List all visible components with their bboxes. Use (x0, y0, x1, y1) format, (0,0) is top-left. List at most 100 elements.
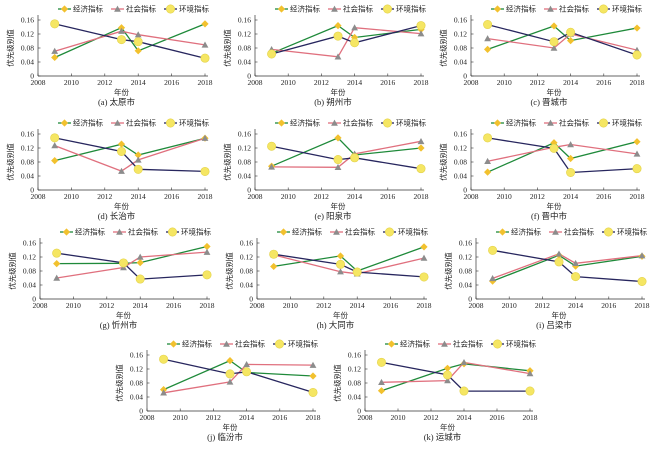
data-point-environment (333, 31, 343, 41)
panel-caption: (g) 忻州市 (100, 320, 138, 330)
series-markers-environment (52, 248, 212, 284)
x-tick-label: 2014 (131, 192, 146, 201)
legend-item-social: 社会指标 (330, 227, 375, 237)
legend-item-environment: 环境指标 (602, 227, 647, 237)
data-point-economic (136, 259, 144, 267)
series-line-social (487, 33, 638, 51)
legend-item-social: 社会指标 (328, 118, 373, 128)
legend-item-social: 社会指标 (111, 4, 156, 14)
y-tick-label: 0.16 (348, 351, 361, 360)
y-tick-label: 0.08 (130, 379, 143, 388)
data-point-environment (442, 370, 452, 380)
data-point-economic (484, 45, 492, 53)
y-tick-label: 0.12 (454, 30, 467, 39)
y-tick-label: 0.16 (23, 239, 36, 248)
x-tick-label: 2014 (347, 78, 362, 87)
y-tick-label: 0.04 (238, 58, 251, 67)
series-markers-environment (488, 245, 647, 286)
chart-panel-k: 2008 2010 2012 2014 2016 2018 0 0.04 0.08 0.12 0.1… (332, 339, 538, 442)
x-axis-title: 年份 (552, 310, 567, 320)
series-line-social (273, 254, 425, 275)
legend-label: 环境指标 (396, 118, 426, 128)
x-tick-label: 2018 (414, 78, 429, 87)
x-tick-label: 2014 (563, 192, 578, 201)
y-tick-label: 0 (139, 407, 143, 416)
data-point-economic (134, 47, 142, 55)
y-tick-label: 0.16 (240, 239, 253, 248)
legend-marker-circle-icon (166, 118, 176, 128)
y-tick-label: 0 (247, 72, 251, 81)
series-line-environment (273, 253, 425, 278)
series-economic (271, 137, 422, 167)
legend-item-economic: 经济指标 (491, 4, 536, 14)
x-tick-label: 2018 (417, 301, 432, 310)
x-axis-title: 年份 (114, 201, 129, 211)
data-point-economic (53, 260, 61, 268)
x-tick-label: 2014 (239, 413, 254, 422)
x-tick-label: 2018 (635, 301, 650, 310)
legend-item-environment: 环境指标 (381, 4, 426, 14)
data-point-social (51, 142, 59, 149)
series-line-economic (54, 23, 206, 59)
series-environment (273, 253, 425, 278)
x-tick-label: 2012 (424, 413, 439, 422)
data-point-environment (632, 50, 642, 60)
legend-label: 经济指标 (400, 339, 430, 349)
series-markers-economic (270, 243, 428, 275)
legend-marker-diamond-icon (279, 228, 288, 236)
y-tick-label: 0.08 (238, 158, 251, 167)
legend-item-economic: 经济指标 (58, 118, 103, 128)
y-tick-label: 0 (357, 407, 361, 416)
data-point-economic (484, 168, 492, 176)
series-markers-environment (50, 133, 210, 176)
y-axis-title: 优先级别值 (224, 252, 234, 290)
y-tick-label: 0.16 (454, 130, 467, 139)
data-point-social (134, 31, 142, 38)
y-tick-label: 0.04 (21, 58, 34, 67)
data-point-economic (51, 157, 59, 165)
series-line-environment (56, 252, 208, 280)
y-tick-label: 0.08 (454, 158, 467, 167)
x-tick-label: 2016 (490, 413, 505, 422)
y-tick-label: 0.12 (21, 144, 34, 153)
x-tick-label: 2016 (596, 192, 611, 201)
series-line-social (492, 253, 643, 280)
x-tick-label: 2010 (497, 78, 512, 87)
data-point-environment (554, 257, 564, 267)
series-line-economic (56, 245, 208, 265)
x-axis-title: 年份 (547, 201, 562, 211)
x-tick-label: 2018 (630, 192, 645, 201)
legend-label: 社会指标 (453, 339, 483, 349)
x-axis-title: 年份 (331, 201, 346, 211)
legend-item-environment: 环境指标 (164, 4, 209, 14)
y-tick-label: 0.04 (21, 172, 34, 181)
data-point-environment (376, 357, 386, 367)
data-point-economic (351, 33, 359, 42)
x-tick-label: 2008 (358, 413, 373, 422)
x-tick-label: 2018 (198, 78, 213, 87)
legend-label: 经济指标 (506, 4, 536, 14)
data-point-economic (134, 151, 142, 159)
y-tick-label: 0.12 (21, 30, 34, 39)
x-tick-label: 2016 (164, 78, 179, 87)
y-tick-label: 0.04 (454, 58, 467, 67)
legend-label: 环境指标 (612, 118, 642, 128)
y-axis-title: 优先级别值 (114, 364, 124, 402)
series-line-social (56, 251, 208, 279)
x-tick-label: 2012 (314, 78, 329, 87)
legend-label: 环境指标 (612, 4, 642, 14)
chart-panel-j: 2008 2010 2012 2014 2016 2018 0 0.04 0.08 0.12 0.1… (114, 339, 321, 442)
series-social (56, 251, 208, 279)
data-point-environment (267, 141, 277, 151)
legend-label: 环境指标 (396, 4, 426, 14)
legend-item-environment: 环境指标 (491, 339, 536, 349)
x-axis-title: 年份 (547, 87, 562, 97)
legend-marker-circle-icon (384, 227, 394, 237)
chart-panel-f: 2008 2010 2012 2014 2016 2018 0 0.04 0.08 0.12 0.1… (438, 118, 645, 221)
y-tick-label: 0 (463, 186, 467, 195)
y-axis-title: 优先级别值 (222, 143, 232, 181)
legend-label: 环境指标 (398, 227, 428, 237)
x-tick-label: 2010 (391, 413, 406, 422)
series-environment (271, 24, 422, 55)
data-point-social (201, 41, 209, 48)
